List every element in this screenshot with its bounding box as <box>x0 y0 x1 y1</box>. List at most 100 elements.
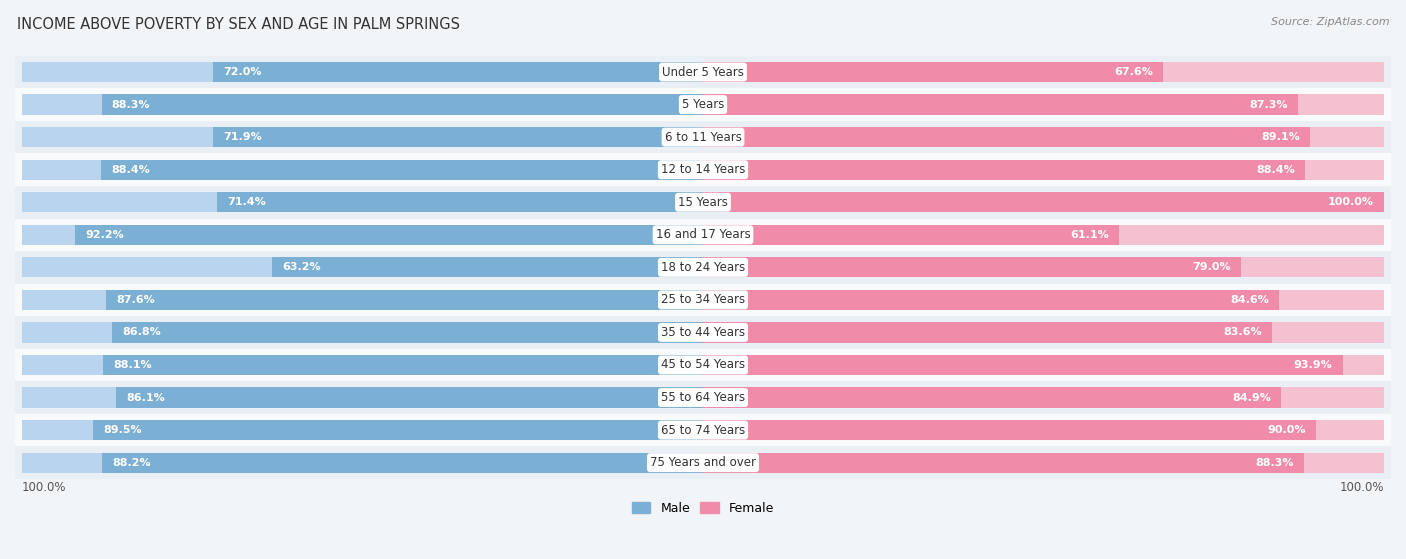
Bar <box>15 349 1391 381</box>
Bar <box>22 355 703 375</box>
Legend: Male, Female: Male, Female <box>626 496 780 521</box>
Text: 16 and 17 Years: 16 and 17 Years <box>655 228 751 241</box>
Bar <box>703 420 1384 440</box>
Text: 35 to 44 Years: 35 to 44 Years <box>661 326 745 339</box>
Bar <box>15 153 1391 186</box>
Bar <box>107 290 703 310</box>
Bar <box>15 88 1391 121</box>
Bar <box>703 387 1384 408</box>
Bar <box>703 159 1305 180</box>
Text: 93.9%: 93.9% <box>1294 360 1333 370</box>
Bar <box>703 225 1384 245</box>
Bar <box>15 186 1391 219</box>
Bar <box>103 453 703 473</box>
Text: 79.0%: 79.0% <box>1192 262 1230 272</box>
Text: 71.4%: 71.4% <box>226 197 266 207</box>
Text: 86.1%: 86.1% <box>127 392 166 402</box>
Bar <box>703 62 1164 82</box>
Bar <box>703 225 1119 245</box>
Text: INCOME ABOVE POVERTY BY SEX AND AGE IN PALM SPRINGS: INCOME ABOVE POVERTY BY SEX AND AGE IN P… <box>17 17 460 32</box>
Text: 84.9%: 84.9% <box>1232 392 1271 402</box>
Text: 100.0%: 100.0% <box>1340 481 1384 494</box>
Text: 6 to 11 Years: 6 to 11 Years <box>665 131 741 144</box>
Bar <box>703 290 1384 310</box>
Bar <box>703 127 1310 147</box>
Text: 18 to 24 Years: 18 to 24 Years <box>661 261 745 274</box>
Text: 5 Years: 5 Years <box>682 98 724 111</box>
Text: 88.2%: 88.2% <box>112 458 150 468</box>
Text: Under 5 Years: Under 5 Years <box>662 65 744 78</box>
Text: 88.3%: 88.3% <box>111 100 150 110</box>
Bar <box>703 420 1316 440</box>
Bar <box>93 420 703 440</box>
Text: 15 Years: 15 Years <box>678 196 728 209</box>
Text: 61.1%: 61.1% <box>1070 230 1109 240</box>
Bar <box>15 414 1391 447</box>
Bar <box>703 94 1298 115</box>
Bar <box>703 453 1384 473</box>
Bar <box>15 251 1391 283</box>
Text: 25 to 34 Years: 25 to 34 Years <box>661 293 745 306</box>
Bar <box>117 387 703 408</box>
Text: 72.0%: 72.0% <box>222 67 262 77</box>
Bar <box>15 56 1391 88</box>
Bar <box>111 323 703 343</box>
Text: 71.9%: 71.9% <box>224 132 262 142</box>
Bar <box>15 381 1391 414</box>
Bar <box>22 94 703 115</box>
Bar <box>22 387 703 408</box>
Bar <box>703 257 1241 277</box>
Bar <box>22 420 703 440</box>
Text: Source: ZipAtlas.com: Source: ZipAtlas.com <box>1271 17 1389 27</box>
Text: 65 to 74 Years: 65 to 74 Years <box>661 424 745 437</box>
Bar <box>703 62 1384 82</box>
Bar <box>101 159 703 180</box>
Bar <box>214 127 703 147</box>
Bar <box>22 62 703 82</box>
Bar <box>103 355 703 375</box>
Bar <box>15 283 1391 316</box>
Text: 75 Years and over: 75 Years and over <box>650 456 756 469</box>
Bar <box>22 159 703 180</box>
Text: 88.1%: 88.1% <box>112 360 152 370</box>
Text: 84.6%: 84.6% <box>1230 295 1270 305</box>
Bar <box>703 453 1305 473</box>
Bar <box>703 192 1384 212</box>
Bar <box>703 323 1272 343</box>
Text: 100.0%: 100.0% <box>22 481 66 494</box>
Bar <box>22 225 703 245</box>
Bar <box>101 94 703 115</box>
Text: 63.2%: 63.2% <box>283 262 322 272</box>
Text: 92.2%: 92.2% <box>86 230 124 240</box>
Text: 89.5%: 89.5% <box>104 425 142 435</box>
Bar <box>22 257 703 277</box>
Text: 83.6%: 83.6% <box>1223 328 1263 338</box>
Bar <box>22 453 703 473</box>
Bar <box>703 94 1384 115</box>
Text: 100.0%: 100.0% <box>1329 197 1374 207</box>
Bar <box>15 447 1391 479</box>
Bar <box>703 257 1384 277</box>
Bar <box>273 257 703 277</box>
Text: 88.4%: 88.4% <box>1256 165 1295 174</box>
Text: 87.3%: 87.3% <box>1249 100 1288 110</box>
Bar <box>703 127 1384 147</box>
Bar <box>22 290 703 310</box>
Text: 88.3%: 88.3% <box>1256 458 1295 468</box>
Bar <box>703 159 1384 180</box>
Bar <box>217 192 703 212</box>
Bar <box>22 323 703 343</box>
Text: 12 to 14 Years: 12 to 14 Years <box>661 163 745 176</box>
Bar <box>15 121 1391 153</box>
Text: 90.0%: 90.0% <box>1267 425 1306 435</box>
Bar <box>703 355 1343 375</box>
Bar <box>703 355 1384 375</box>
Bar <box>75 225 703 245</box>
Bar <box>703 192 1384 212</box>
Bar <box>22 192 703 212</box>
Bar <box>15 219 1391 251</box>
Text: 67.6%: 67.6% <box>1115 67 1153 77</box>
Bar <box>703 323 1384 343</box>
Bar <box>703 387 1281 408</box>
Text: 55 to 64 Years: 55 to 64 Years <box>661 391 745 404</box>
